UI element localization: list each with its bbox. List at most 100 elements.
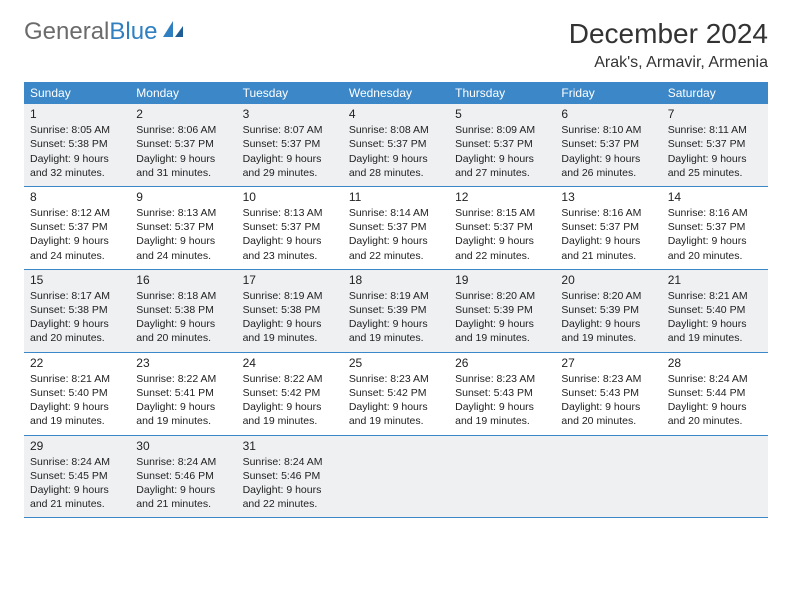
sunset-line: Sunset: 5:37 PM <box>668 137 762 151</box>
dow-tue: Tuesday <box>237 82 343 104</box>
day-number: 12 <box>455 189 549 205</box>
logo-sail-icon <box>161 18 187 46</box>
empty-cell <box>662 436 768 518</box>
sunrise-line: Sunrise: 8:12 AM <box>30 206 124 220</box>
daylight-line: Daylight: 9 hours and 21 minutes. <box>30 483 124 511</box>
day-number: 2 <box>136 106 230 122</box>
sunrise-line: Sunrise: 8:17 AM <box>30 289 124 303</box>
month-title: December 2024 <box>569 18 768 50</box>
daylight-line: Daylight: 9 hours and 19 minutes. <box>243 400 337 428</box>
day-cell: 16Sunrise: 8:18 AMSunset: 5:38 PMDayligh… <box>130 270 236 352</box>
sunset-line: Sunset: 5:38 PM <box>30 303 124 317</box>
sunset-line: Sunset: 5:37 PM <box>561 137 655 151</box>
daylight-line: Daylight: 9 hours and 31 minutes. <box>136 152 230 180</box>
day-number: 6 <box>561 106 655 122</box>
sunrise-line: Sunrise: 8:14 AM <box>349 206 443 220</box>
sunrise-line: Sunrise: 8:24 AM <box>668 372 762 386</box>
sunrise-line: Sunrise: 8:13 AM <box>136 206 230 220</box>
sunset-line: Sunset: 5:46 PM <box>243 469 337 483</box>
daylight-line: Daylight: 9 hours and 32 minutes. <box>30 152 124 180</box>
logo: GeneralBlue <box>24 18 187 46</box>
sunrise-line: Sunrise: 8:20 AM <box>455 289 549 303</box>
sunrise-line: Sunrise: 8:15 AM <box>455 206 549 220</box>
sunset-line: Sunset: 5:38 PM <box>30 137 124 151</box>
day-number: 23 <box>136 355 230 371</box>
sunrise-line: Sunrise: 8:07 AM <box>243 123 337 137</box>
sunset-line: Sunset: 5:37 PM <box>136 137 230 151</box>
sunrise-line: Sunrise: 8:21 AM <box>30 372 124 386</box>
day-number: 28 <box>668 355 762 371</box>
sunset-line: Sunset: 5:37 PM <box>455 137 549 151</box>
day-cell: 14Sunrise: 8:16 AMSunset: 5:37 PMDayligh… <box>662 187 768 269</box>
daylight-line: Daylight: 9 hours and 21 minutes. <box>561 234 655 262</box>
sunset-line: Sunset: 5:42 PM <box>349 386 443 400</box>
day-number: 5 <box>455 106 549 122</box>
day-cell: 19Sunrise: 8:20 AMSunset: 5:39 PMDayligh… <box>449 270 555 352</box>
sunset-line: Sunset: 5:43 PM <box>455 386 549 400</box>
calendar: Sunday Monday Tuesday Wednesday Thursday… <box>24 82 768 518</box>
day-cell: 4Sunrise: 8:08 AMSunset: 5:37 PMDaylight… <box>343 104 449 186</box>
day-number: 13 <box>561 189 655 205</box>
day-cell: 11Sunrise: 8:14 AMSunset: 5:37 PMDayligh… <box>343 187 449 269</box>
day-number: 26 <box>455 355 549 371</box>
sunset-line: Sunset: 5:37 PM <box>243 220 337 234</box>
day-number: 14 <box>668 189 762 205</box>
dow-wed: Wednesday <box>343 82 449 104</box>
sunset-line: Sunset: 5:37 PM <box>136 220 230 234</box>
daylight-line: Daylight: 9 hours and 26 minutes. <box>561 152 655 180</box>
daylight-line: Daylight: 9 hours and 22 minutes. <box>455 234 549 262</box>
daylight-line: Daylight: 9 hours and 20 minutes. <box>668 400 762 428</box>
sunset-line: Sunset: 5:43 PM <box>561 386 655 400</box>
sunset-line: Sunset: 5:37 PM <box>30 220 124 234</box>
empty-cell <box>343 436 449 518</box>
calendar-body: 1Sunrise: 8:05 AMSunset: 5:38 PMDaylight… <box>24 104 768 518</box>
sunset-line: Sunset: 5:39 PM <box>561 303 655 317</box>
logo-text-blue: Blue <box>109 18 157 46</box>
sunset-line: Sunset: 5:41 PM <box>136 386 230 400</box>
sunset-line: Sunset: 5:37 PM <box>243 137 337 151</box>
day-cell: 20Sunrise: 8:20 AMSunset: 5:39 PMDayligh… <box>555 270 661 352</box>
day-cell: 22Sunrise: 8:21 AMSunset: 5:40 PMDayligh… <box>24 353 130 435</box>
daylight-line: Daylight: 9 hours and 19 minutes. <box>561 317 655 345</box>
daylight-line: Daylight: 9 hours and 24 minutes. <box>30 234 124 262</box>
sunset-line: Sunset: 5:40 PM <box>668 303 762 317</box>
title-block: December 2024 Arak's, Armavir, Armenia <box>569 18 768 72</box>
sunset-line: Sunset: 5:37 PM <box>561 220 655 234</box>
daylight-line: Daylight: 9 hours and 19 minutes. <box>349 400 443 428</box>
day-number: 7 <box>668 106 762 122</box>
day-cell: 3Sunrise: 8:07 AMSunset: 5:37 PMDaylight… <box>237 104 343 186</box>
day-cell: 8Sunrise: 8:12 AMSunset: 5:37 PMDaylight… <box>24 187 130 269</box>
day-cell: 31Sunrise: 8:24 AMSunset: 5:46 PMDayligh… <box>237 436 343 518</box>
day-number: 11 <box>349 189 443 205</box>
day-cell: 1Sunrise: 8:05 AMSunset: 5:38 PMDaylight… <box>24 104 130 186</box>
sunrise-line: Sunrise: 8:05 AM <box>30 123 124 137</box>
sunset-line: Sunset: 5:40 PM <box>30 386 124 400</box>
sunset-line: Sunset: 5:37 PM <box>668 220 762 234</box>
daylight-line: Daylight: 9 hours and 21 minutes. <box>136 483 230 511</box>
calendar-week: 29Sunrise: 8:24 AMSunset: 5:45 PMDayligh… <box>24 436 768 519</box>
day-cell: 21Sunrise: 8:21 AMSunset: 5:40 PMDayligh… <box>662 270 768 352</box>
sunrise-line: Sunrise: 8:16 AM <box>668 206 762 220</box>
location: Arak's, Armavir, Armenia <box>569 54 768 72</box>
sunrise-line: Sunrise: 8:22 AM <box>243 372 337 386</box>
daylight-line: Daylight: 9 hours and 19 minutes. <box>30 400 124 428</box>
day-number: 27 <box>561 355 655 371</box>
sunrise-line: Sunrise: 8:20 AM <box>561 289 655 303</box>
sunrise-line: Sunrise: 8:23 AM <box>349 372 443 386</box>
daylight-line: Daylight: 9 hours and 23 minutes. <box>243 234 337 262</box>
day-number: 25 <box>349 355 443 371</box>
logo-text-gray: General <box>24 18 109 46</box>
day-cell: 25Sunrise: 8:23 AMSunset: 5:42 PMDayligh… <box>343 353 449 435</box>
day-number: 3 <box>243 106 337 122</box>
sunset-line: Sunset: 5:39 PM <box>455 303 549 317</box>
day-cell: 30Sunrise: 8:24 AMSunset: 5:46 PMDayligh… <box>130 436 236 518</box>
day-cell: 24Sunrise: 8:22 AMSunset: 5:42 PMDayligh… <box>237 353 343 435</box>
day-cell: 15Sunrise: 8:17 AMSunset: 5:38 PMDayligh… <box>24 270 130 352</box>
sunrise-line: Sunrise: 8:09 AM <box>455 123 549 137</box>
day-number: 8 <box>30 189 124 205</box>
empty-cell <box>449 436 555 518</box>
sunrise-line: Sunrise: 8:24 AM <box>243 455 337 469</box>
daylight-line: Daylight: 9 hours and 19 minutes. <box>136 400 230 428</box>
daylight-line: Daylight: 9 hours and 19 minutes. <box>668 317 762 345</box>
daylight-line: Daylight: 9 hours and 29 minutes. <box>243 152 337 180</box>
